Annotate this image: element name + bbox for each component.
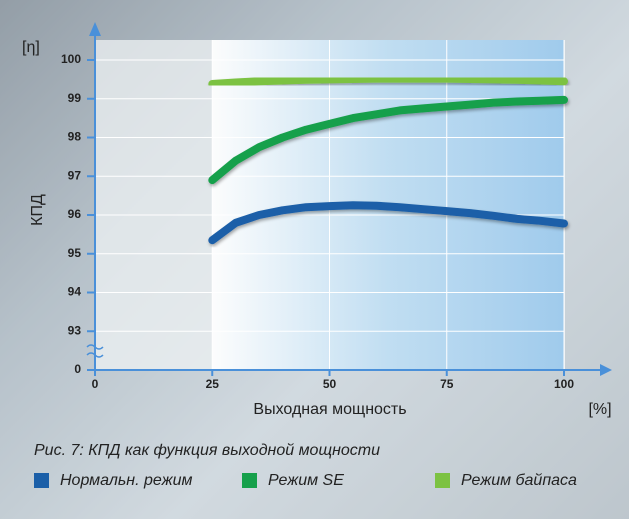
series-line: [208, 201, 568, 245]
y-tick-label: 94: [68, 285, 82, 299]
y-tick-label: 93: [68, 323, 82, 337]
legend-swatch: [34, 473, 49, 488]
legend-label: Нормальн. режим: [60, 472, 193, 489]
legend-swatch: [435, 473, 450, 488]
x-tick-label: 25: [206, 377, 220, 391]
x-arrow: [600, 364, 612, 376]
y-tick-label: 0: [74, 362, 81, 376]
x-unit: [%]: [588, 401, 611, 418]
y-tick-label: 96: [68, 207, 82, 221]
legend-label: Режим байпаса: [461, 472, 577, 489]
x-tick-label: 100: [554, 377, 574, 391]
caption: Рис. 7: КПД как функция выходной мощност…: [34, 442, 380, 459]
x-tick-label: 0: [92, 377, 99, 391]
y-axis-title: КПД: [29, 194, 46, 226]
legend-swatch: [242, 473, 257, 488]
y-unit: [η]: [22, 39, 40, 56]
series-line: [208, 95, 568, 185]
y-tick-label: 99: [68, 91, 82, 105]
axis-break: [86, 344, 104, 358]
y-tick-label: 97: [68, 168, 82, 182]
x-tick-label: 75: [440, 377, 454, 391]
series-line: [208, 74, 568, 88]
x-axis-title: Выходная мощность: [253, 401, 406, 418]
x-tick-label: 50: [323, 377, 337, 391]
y-arrow: [89, 22, 101, 36]
y-tick-label: 100: [61, 52, 81, 66]
y-tick-label: 98: [68, 130, 82, 144]
y-tick-label: 95: [68, 246, 82, 260]
legend-label: Режим SE: [268, 472, 344, 489]
